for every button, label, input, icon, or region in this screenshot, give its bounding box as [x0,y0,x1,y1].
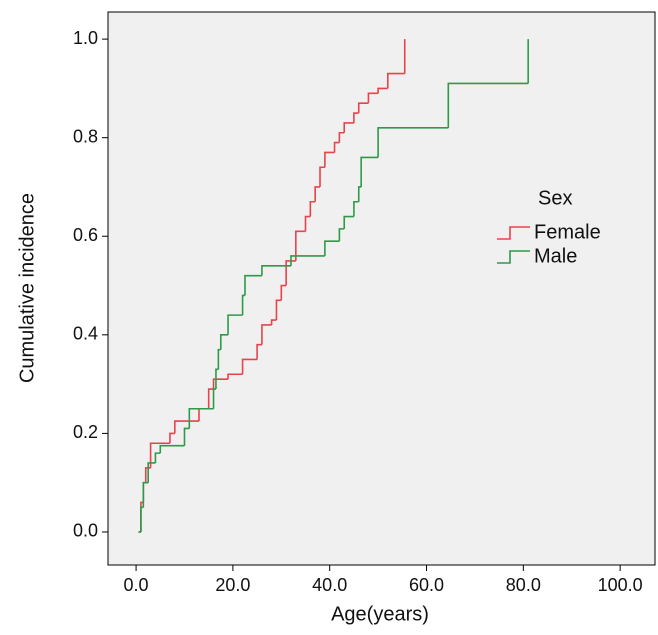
step-segment [304,215,311,232]
step-segment [319,166,325,187]
step-segment [285,260,296,286]
y-tick-label: 0.0 [73,521,98,541]
step-segment [367,92,379,104]
step-segment [261,324,272,345]
step-segment [261,265,291,276]
x-tick-label: 0.0 [124,575,149,595]
step-segment [343,215,354,229]
step-segment [149,442,170,468]
step-segment [227,373,243,380]
step-segment [219,334,229,350]
y-tick-label: 0.8 [73,126,98,146]
step-segment [144,467,151,483]
y-tick-label: 0.2 [73,422,98,442]
step-segment [142,481,149,508]
step-segment [324,240,340,256]
step-segment [174,420,200,434]
step-segment [353,200,359,217]
step-segment [338,131,345,143]
step-segment [217,348,221,370]
y-tick-label: 0.4 [73,324,98,344]
legend-swatch [497,250,530,264]
x-axis-title: Age(years) [331,603,429,625]
step-segment [343,122,354,133]
step-segment [386,72,405,89]
x-tick-label: 40.0 [312,575,347,595]
x-tick-label: 100.0 [598,575,643,595]
step-segment [357,186,362,202]
step-segment [212,388,216,409]
legend-label: Male [534,245,577,267]
step-segment [147,462,156,483]
step-segment [188,407,214,429]
step-segment [244,274,262,296]
step-segment [309,200,316,217]
y-tick-label: 0.6 [73,225,98,245]
legend-swatch [497,226,530,240]
step-segment [227,314,243,335]
step-segment [169,432,175,444]
step-segment [324,151,335,168]
legend-label: Female [534,221,601,243]
step-segment [270,319,277,325]
step-segment [207,388,214,409]
step-segment [215,368,219,390]
plot-area [107,11,656,566]
step-segment [377,87,388,94]
step-segment [159,444,185,454]
step-segment [353,112,359,123]
step-segment [275,299,282,321]
y-tick-label: 1.0 [73,28,98,48]
x-tick-label: 60.0 [409,575,444,595]
step-segment [333,141,340,153]
step-segment [314,186,321,202]
step-segment [338,228,345,242]
step-segment [154,452,161,463]
step-segment [357,102,369,114]
step-segment [241,358,258,375]
step-segment [377,127,449,158]
x-tick-label: 20.0 [215,575,250,595]
step-segment [140,506,144,532]
step-segment [447,82,529,128]
step-segment [241,294,245,316]
x-tick-label: 80.0 [506,575,541,595]
step-segment [290,255,325,266]
step-segment [256,343,262,360]
step-segment [295,230,306,261]
y-axis-title: Cumulative incidence [16,193,38,383]
legend-title: Sex [538,187,572,209]
step-segment [360,156,379,187]
step-segment [212,378,229,390]
step-segment [183,427,190,446]
step-segment [280,284,287,301]
